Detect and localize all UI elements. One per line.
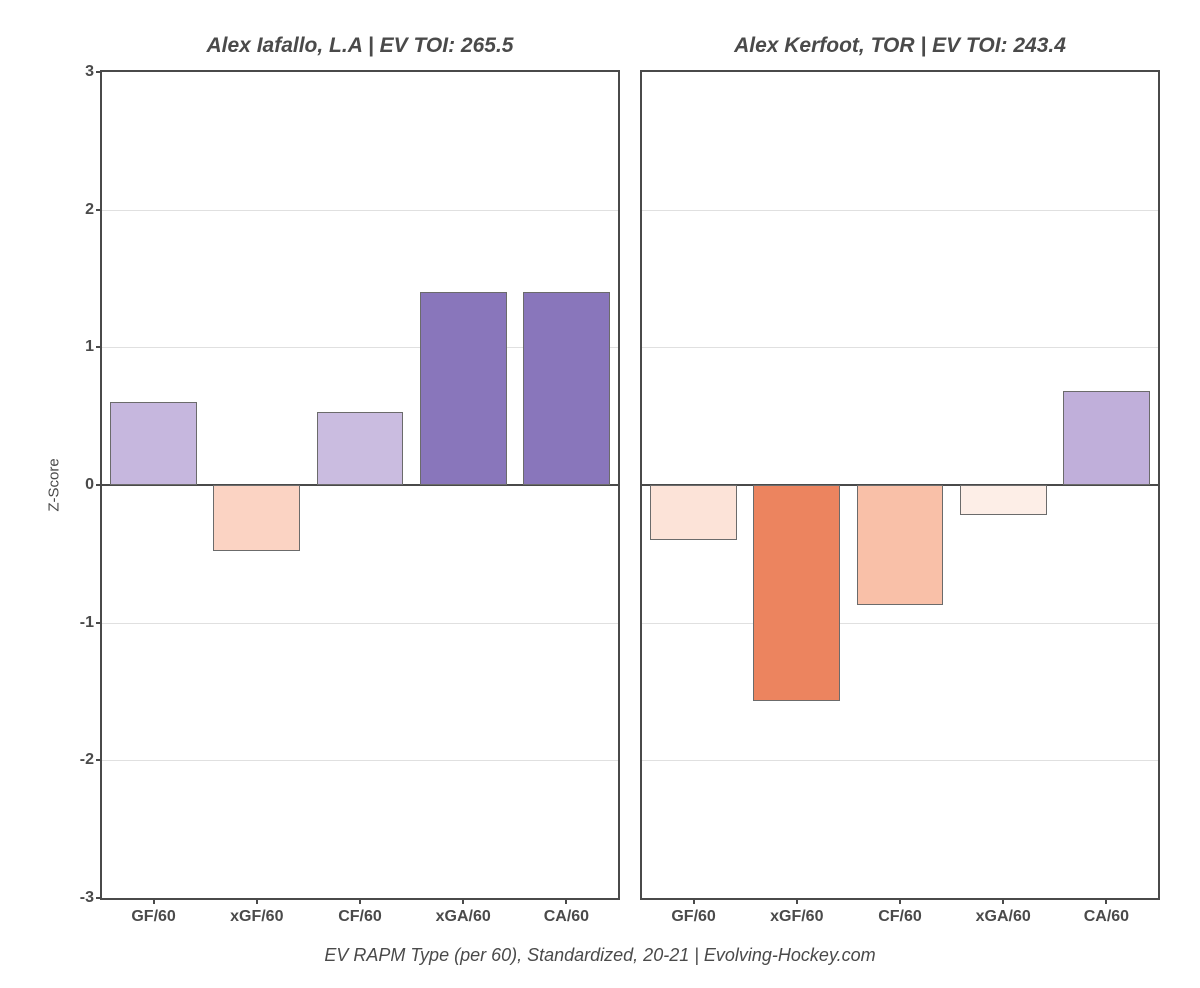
grid-line [102, 623, 618, 624]
grid-line [642, 760, 1158, 761]
grid-line [102, 760, 618, 761]
bar [650, 485, 737, 540]
xtick-mark [256, 898, 258, 904]
grid-line [642, 210, 1158, 211]
chart-panel-1: Alex Kerfoot, TOR | EV TOI: 243.4GF/60xG… [640, 70, 1160, 900]
bar [420, 292, 507, 485]
ytick-mark [96, 622, 102, 624]
xtick-mark [899, 898, 901, 904]
ytick-mark [96, 71, 102, 73]
grid-line [102, 210, 618, 211]
ytick-mark [96, 346, 102, 348]
bar [213, 485, 300, 551]
figure: Alex Iafallo, L.A | EV TOI: 265.5-3-2-10… [0, 0, 1200, 988]
xtick-mark [359, 898, 361, 904]
y-axis-label: Z-Score [46, 458, 63, 511]
xtick-mark [693, 898, 695, 904]
xtick-mark [153, 898, 155, 904]
xtick-mark [565, 898, 567, 904]
grid-line [642, 347, 1158, 348]
xtick-mark [1002, 898, 1004, 904]
bar [317, 412, 404, 485]
xtick-mark [796, 898, 798, 904]
ytick-mark [96, 484, 102, 486]
panel-title: Alex Iafallo, L.A | EV TOI: 265.5 [102, 34, 618, 58]
figure-caption: EV RAPM Type (per 60), Standardized, 20-… [0, 945, 1200, 966]
ytick-mark [96, 897, 102, 899]
bar [960, 485, 1047, 515]
bar [857, 485, 944, 605]
bar [753, 485, 840, 701]
xtick-mark [462, 898, 464, 904]
chart-panel-0: Alex Iafallo, L.A | EV TOI: 265.5-3-2-10… [100, 70, 620, 900]
grid-line [642, 623, 1158, 624]
ytick-mark [96, 209, 102, 211]
bar [110, 402, 197, 485]
bar [1063, 391, 1150, 485]
panel-title: Alex Kerfoot, TOR | EV TOI: 243.4 [642, 34, 1158, 58]
bar [523, 292, 610, 485]
xtick-mark [1105, 898, 1107, 904]
ytick-mark [96, 759, 102, 761]
